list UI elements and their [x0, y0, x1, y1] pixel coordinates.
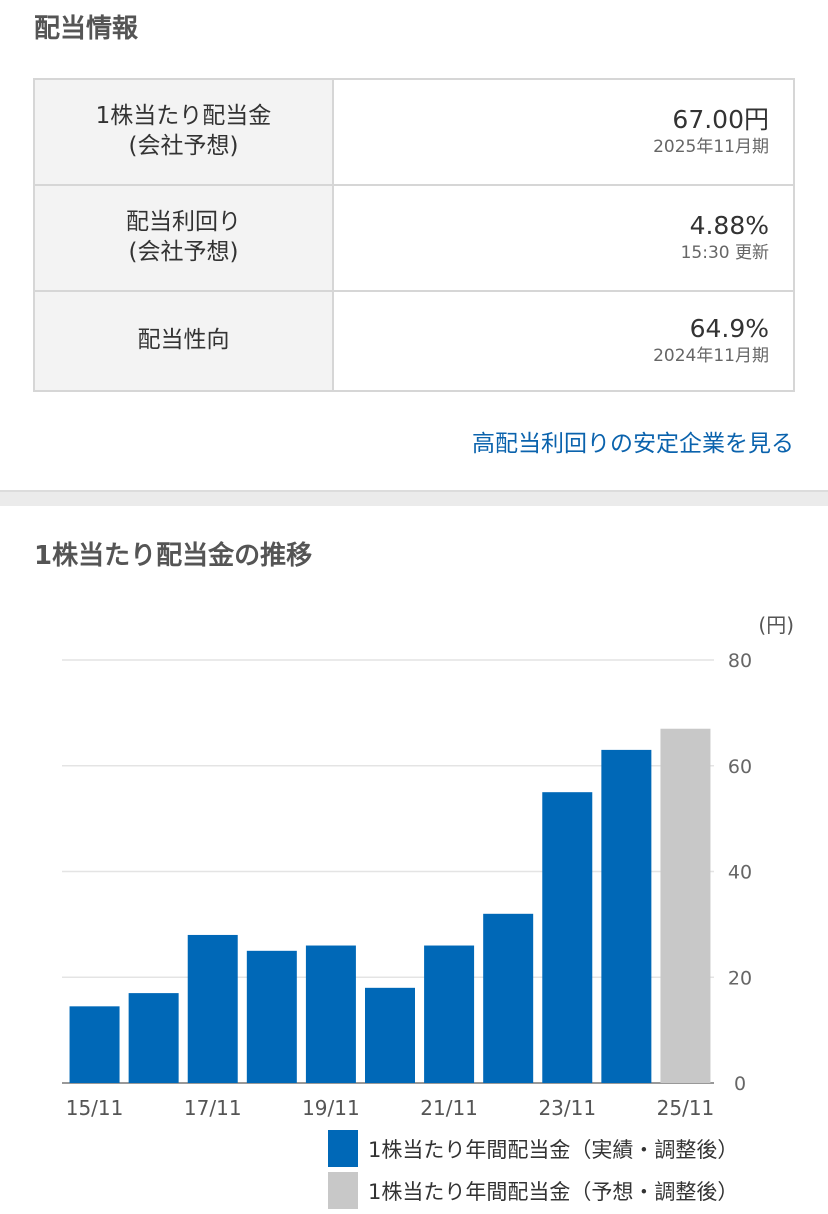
- row-label-line1: 1株当たり配当金: [95, 103, 272, 130]
- high-yield-stable-companies-link[interactable]: 高配当利回りの安定企業を見る: [472, 431, 794, 457]
- legend-label-forecast: 1株当たり年間配当金（予想・調整後）: [368, 1179, 739, 1204]
- table-row: 配当利回り (会社予想) 4.88% 15:30 更新: [33, 184, 795, 292]
- chart-section-title: 1株当たり配当金の推移: [34, 541, 313, 571]
- x-tick-label: 21/11: [420, 1096, 478, 1120]
- dividend-table: 1株当たり配当金 (会社予想) 67.00円 2025年11月期 配当利回り (…: [33, 78, 795, 392]
- legend-swatch-forecast: [328, 1172, 358, 1209]
- dividend-info-title: 配当情報: [34, 14, 139, 44]
- row-value-cell: 67.00円 2025年11月期: [332, 78, 795, 186]
- legend-label-actual: 1株当たり年間配当金（実績・調整後）: [368, 1137, 739, 1162]
- bar-actual: [483, 913, 534, 1083]
- y-tick-label: 60: [728, 756, 752, 778]
- table-row: 配当性向 64.9% 2024年11月期: [33, 290, 795, 392]
- bar-actual: [187, 934, 238, 1083]
- bar-actual: [424, 945, 475, 1083]
- x-tick-label: 19/11: [302, 1096, 360, 1120]
- y-tick-label: 20: [728, 967, 752, 989]
- dividend-yield-value: 4.88%: [689, 211, 769, 241]
- bar-actual: [69, 1006, 120, 1083]
- x-tick-label: 23/11: [538, 1096, 596, 1120]
- section-divider: [0, 490, 828, 506]
- y-axis-unit-label: (円): [758, 613, 794, 637]
- dividend-history-chart: (円) 0 20 40 60 80 15/11 17/11 19/11 21/11 23/11 25/…: [62, 613, 794, 1120]
- payout-ratio-value: 64.9%: [689, 314, 769, 344]
- bar-actual: [305, 945, 356, 1083]
- x-tick-label: 25/11: [657, 1096, 715, 1120]
- x-tick-label: 15/11: [66, 1096, 124, 1120]
- row-label-line2: (会社予想): [128, 239, 239, 265]
- row-label-line1: 配当利回り: [126, 209, 241, 236]
- x-tick-label: 17/11: [184, 1096, 242, 1120]
- y-tick-label: 80: [728, 650, 752, 672]
- row-value-cell: 64.9% 2024年11月期: [332, 290, 795, 392]
- legend-item-actual: 1株当たり年間配当金（実績・調整後）: [328, 1130, 738, 1167]
- legend-swatch-actual: [328, 1130, 358, 1167]
- legend-item-forecast: 1株当たり年間配当金（予想・調整後）: [328, 1172, 738, 1209]
- dividend-yield-updated: 15:30 更新: [680, 242, 769, 263]
- bar-actual: [365, 987, 415, 1083]
- row-value-cell: 4.88% 15:30 更新: [332, 184, 795, 292]
- row-label: 1株当たり配当金 (会社予想): [33, 78, 334, 186]
- table-row: 1株当たり配当金 (会社予想) 67.00円 2025年11月期: [33, 78, 795, 186]
- bar-actual: [246, 950, 297, 1083]
- chart-legend: 1株当たり年間配当金（実績・調整後） 1株当たり年間配当金（予想・調整後）: [328, 1130, 738, 1214]
- bar-actual: [542, 792, 593, 1083]
- row-label: 配当性向: [33, 290, 334, 392]
- row-label-line1: 配当性向: [137, 327, 230, 354]
- bar-actual: [128, 993, 179, 1083]
- y-tick-label: 40: [728, 862, 752, 884]
- row-label: 配当利回り (会社予想): [33, 184, 334, 292]
- dividend-per-share-value: 67.00円: [672, 105, 769, 135]
- row-label-line2: (会社予想): [128, 133, 239, 159]
- y-tick-label: 0: [734, 1073, 746, 1095]
- bar-forecast: [660, 728, 711, 1083]
- bar-actual: [601, 749, 652, 1083]
- dividend-per-share-period: 2025年11月期: [653, 136, 769, 157]
- payout-ratio-period: 2024年11月期: [653, 345, 769, 366]
